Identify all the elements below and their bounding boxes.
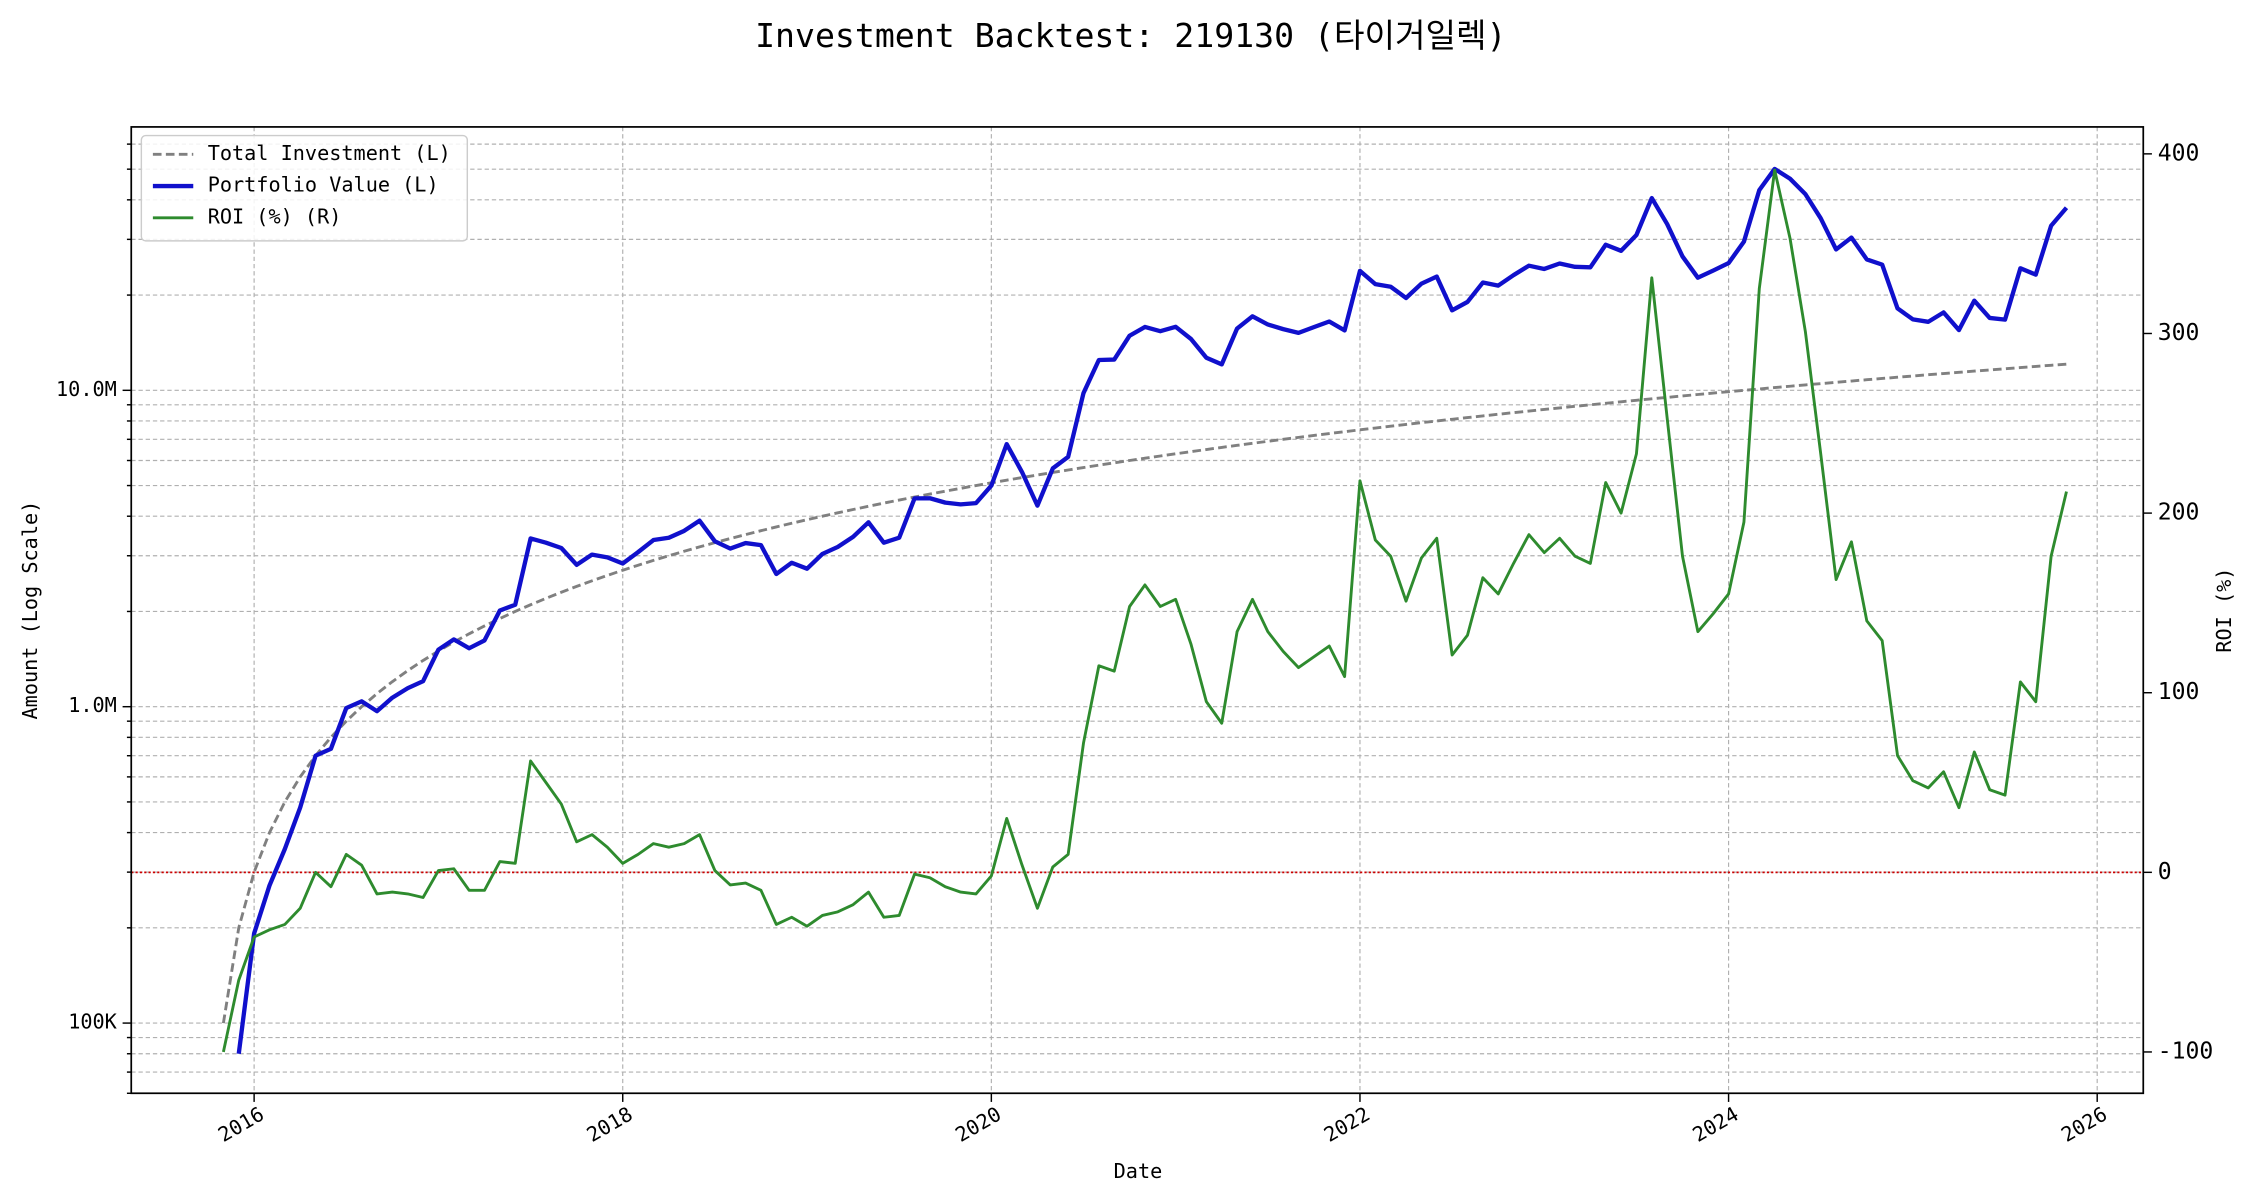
plot-area <box>221 166 2069 1055</box>
y2-tick-label: 100 <box>2158 679 2200 705</box>
y2-tick-label: 400 <box>2158 140 2200 166</box>
legend-label: Portfolio Value (L) <box>208 173 439 197</box>
chart-title: Investment Backtest: 219130 (타이거일렉) <box>755 16 1506 55</box>
x-axis-label: Date <box>1114 1159 1163 1183</box>
y2-axis-label: ROI (%) <box>2212 568 2236 653</box>
y-tick-label: 100K <box>68 1010 117 1034</box>
y2-tick-label: 200 <box>2158 500 2200 526</box>
legend-label: Total Investment (L) <box>208 141 451 165</box>
y-tick-label: 1.0M <box>68 693 117 717</box>
series-line <box>221 362 2067 1024</box>
y2-tick-label: 0 <box>2158 859 2172 885</box>
series-line <box>221 168 2068 1053</box>
legend-label: ROI (%) (R) <box>208 204 342 228</box>
y-axis-label: Amount (Log Scale) <box>18 501 42 720</box>
legend-box <box>140 134 469 242</box>
y2-tick-label: -100 <box>2158 1038 2214 1064</box>
y-tick-label: 10.0M <box>56 377 117 401</box>
plot-frame <box>130 126 2145 1095</box>
series-line <box>236 166 2069 1055</box>
y2-tick-label: 300 <box>2158 320 2200 346</box>
